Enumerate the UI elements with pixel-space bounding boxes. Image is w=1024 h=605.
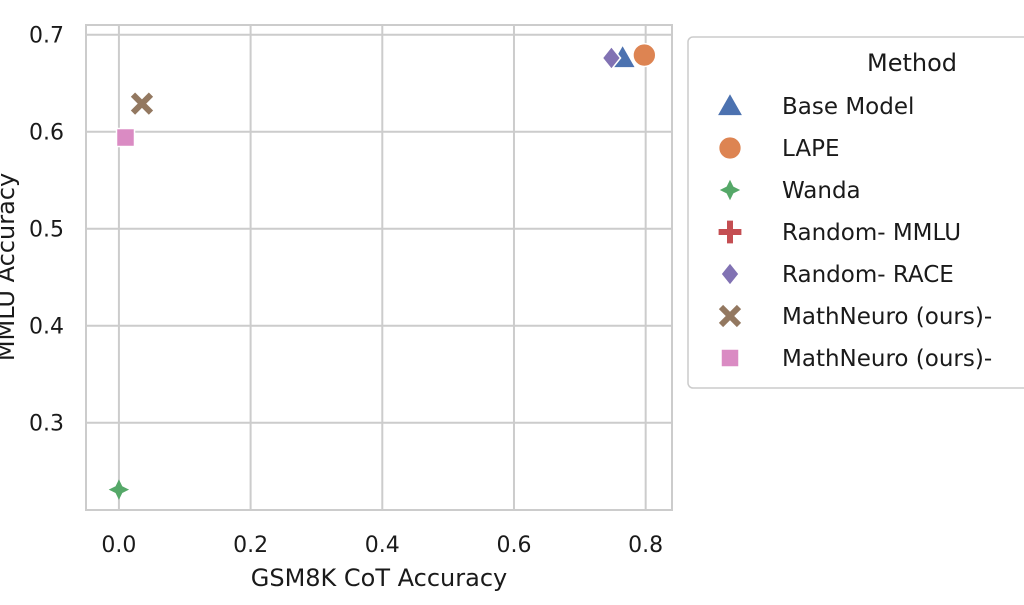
legend-marker	[715, 91, 745, 117]
grid-lines	[86, 25, 672, 510]
legend-label: LAPE	[782, 136, 839, 162]
legend-marker	[717, 135, 743, 161]
x-tick-label: 0.0	[101, 533, 136, 558]
data-point	[130, 92, 154, 115]
legend-marker	[719, 261, 741, 287]
plot-frame	[85, 24, 673, 511]
y-tick-label: 0.7	[29, 24, 64, 49]
plot-area	[86, 25, 672, 510]
legend-marker	[718, 220, 742, 244]
x-tick-label: 0.2	[233, 533, 268, 558]
legend-label: Base Model	[782, 94, 914, 120]
y-axis-label: MMLU Accuracy	[0, 173, 20, 361]
legend-label: Wanda	[782, 178, 861, 204]
x-axis-label: GSM8K CoT Accuracy	[251, 564, 507, 592]
y-tick-label: 0.6	[29, 121, 64, 146]
legend-label: Random- MMLU	[782, 220, 961, 246]
legend-label: MathNeuro (ours)-	[782, 304, 992, 330]
legend-box	[687, 36, 1024, 389]
x-tick-label: 0.4	[365, 533, 400, 558]
legend-items: Base Model LAPE Wanda Random- MMLU Random- R…	[715, 91, 992, 372]
data-point	[115, 127, 136, 148]
y-tick-label: 0.4	[29, 315, 64, 340]
legend-label: Random- RACE	[782, 262, 954, 288]
data-point	[632, 42, 657, 68]
data-point	[601, 45, 622, 71]
data-point	[108, 479, 130, 500]
legend: Method Base Model LAPE Wanda Random- MMLU Ra…	[687, 36, 1024, 389]
y-tick-label: 0.5	[29, 218, 64, 243]
legend-marker	[719, 179, 741, 201]
y-tick-label: 0.3	[29, 412, 64, 437]
legend-marker	[718, 304, 742, 328]
legend-title: Method	[867, 49, 957, 77]
x-tick-label: 0.8	[628, 533, 663, 558]
data-points	[108, 42, 657, 500]
tick-labels: 0.0 0.2 0.4 0.6 0.8 0.3 0.4 0.5 0.6 0.7	[29, 24, 663, 558]
legend-marker	[720, 348, 740, 368]
x-tick-label: 0.6	[496, 533, 531, 558]
legend-label: MathNeuro (ours)-	[782, 346, 992, 372]
